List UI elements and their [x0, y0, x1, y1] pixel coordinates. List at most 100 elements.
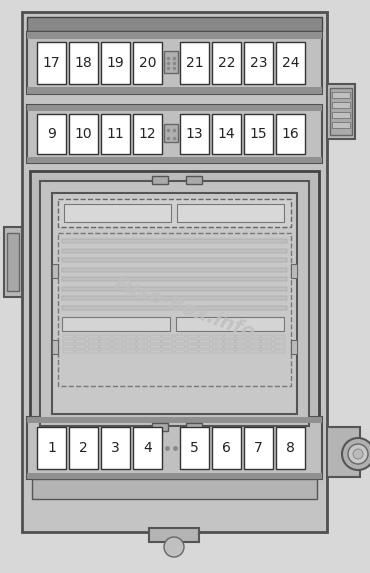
Text: 2: 2	[79, 441, 88, 455]
Text: 17: 17	[43, 56, 60, 70]
Bar	[62, 258, 287, 262]
Bar	[162, 350, 173, 353]
Bar	[150, 345, 161, 348]
Bar	[249, 345, 260, 348]
Bar	[224, 335, 235, 338]
Bar	[37, 42, 66, 84]
Bar	[199, 335, 210, 338]
Bar	[27, 17, 322, 31]
Bar	[27, 87, 322, 94]
Bar	[175, 350, 185, 353]
Bar	[177, 204, 284, 222]
Bar	[52, 264, 58, 277]
Bar	[100, 350, 111, 353]
Circle shape	[342, 438, 370, 470]
Text: 10: 10	[75, 127, 92, 141]
Text: 13: 13	[186, 127, 203, 141]
Bar	[186, 176, 202, 184]
Bar	[236, 340, 247, 343]
Bar	[152, 176, 168, 184]
Bar	[62, 249, 287, 253]
Bar	[327, 427, 360, 477]
Bar	[199, 340, 210, 343]
Bar	[64, 204, 171, 222]
Bar	[125, 335, 136, 338]
Bar	[276, 42, 305, 84]
Bar	[37, 114, 66, 154]
Bar	[162, 340, 173, 343]
Bar	[176, 317, 284, 331]
Bar	[186, 423, 202, 431]
Bar	[249, 340, 260, 343]
Bar	[332, 102, 350, 108]
Bar	[63, 340, 74, 343]
Bar	[175, 340, 185, 343]
Bar	[62, 268, 287, 272]
Bar	[112, 340, 124, 343]
Bar	[276, 114, 305, 154]
Text: 14: 14	[218, 127, 235, 141]
Text: 21: 21	[186, 56, 203, 70]
Bar	[125, 340, 136, 343]
Bar	[133, 114, 162, 154]
Bar	[101, 427, 130, 469]
Bar	[32, 479, 317, 499]
Bar	[149, 528, 199, 542]
Bar	[27, 32, 322, 94]
Text: 11: 11	[107, 127, 124, 141]
Bar	[75, 350, 86, 353]
Bar	[88, 340, 99, 343]
Bar	[291, 264, 297, 277]
Bar	[150, 335, 161, 338]
Bar	[52, 193, 297, 414]
Text: 19: 19	[107, 56, 124, 70]
Bar	[152, 423, 168, 431]
Bar	[101, 114, 130, 154]
Text: 8: 8	[286, 441, 295, 455]
Bar	[112, 335, 124, 338]
Bar	[273, 335, 285, 338]
Bar	[162, 345, 173, 348]
Bar	[236, 350, 247, 353]
Bar	[261, 345, 272, 348]
Bar	[30, 171, 319, 436]
Bar	[125, 350, 136, 353]
Bar	[112, 350, 124, 353]
Bar	[164, 51, 178, 73]
Bar	[212, 345, 223, 348]
Bar	[62, 287, 287, 291]
Bar	[273, 350, 285, 353]
Bar	[199, 350, 210, 353]
Bar	[27, 417, 322, 479]
Text: 22: 22	[218, 56, 235, 70]
Bar	[150, 340, 161, 343]
Text: 1: 1	[47, 441, 56, 455]
Bar	[4, 227, 22, 297]
Bar	[162, 335, 173, 338]
Bar	[291, 340, 297, 354]
Bar	[187, 345, 198, 348]
Text: 3: 3	[111, 441, 120, 455]
Bar	[180, 114, 209, 154]
Bar	[212, 114, 241, 154]
Text: 18: 18	[75, 56, 92, 70]
Bar	[69, 427, 98, 469]
Bar	[180, 427, 209, 469]
Bar	[224, 345, 235, 348]
Bar	[62, 317, 170, 331]
Text: 12: 12	[139, 127, 156, 141]
Bar	[273, 340, 285, 343]
Circle shape	[353, 449, 363, 459]
Bar	[62, 239, 287, 243]
Text: 23: 23	[250, 56, 267, 70]
Bar	[180, 42, 209, 84]
Bar	[22, 12, 327, 532]
Bar	[137, 345, 148, 348]
Bar	[27, 157, 322, 163]
Bar	[164, 124, 178, 142]
Bar	[175, 335, 185, 338]
Bar	[150, 350, 161, 353]
Bar	[27, 105, 322, 163]
Text: 9: 9	[47, 127, 56, 141]
Bar	[75, 335, 86, 338]
